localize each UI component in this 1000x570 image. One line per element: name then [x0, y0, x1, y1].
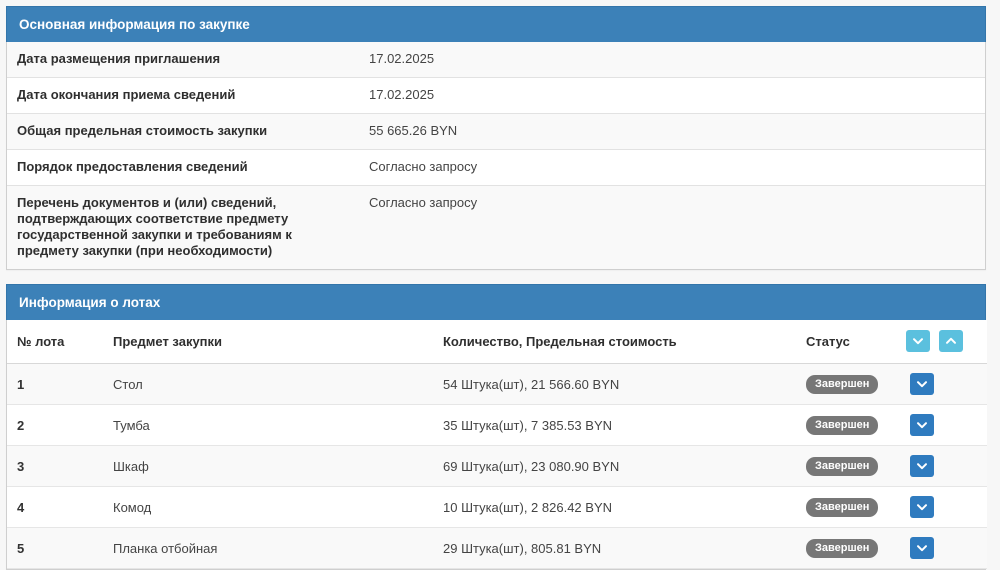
cell-lot-number: 1 — [7, 363, 103, 405]
column-header-quantity: Количество, Предельная стоимость — [433, 320, 796, 364]
cell-quantity: 29 Штука(шт), 805.81 BYN — [433, 527, 796, 569]
chevron-up-icon — [945, 337, 956, 344]
cell-subject: Комод — [103, 486, 433, 528]
table-row: 5 Планка отбойная 29 Штука(шт), 805.81 B… — [7, 527, 987, 569]
cell-actions — [896, 363, 987, 405]
table-row: 2 Тумба 35 Штука(шт), 7 385.53 BYN Завер… — [7, 404, 987, 446]
expand-row-button[interactable] — [910, 496, 934, 518]
cell-lot-number: 3 — [7, 445, 103, 487]
info-value: Согласно запросу — [369, 195, 478, 210]
table-row: 1 Стол 54 Штука(шт), 21 566.60 BYN Завер… — [7, 363, 987, 405]
table-row: Дата размещения приглашения 17.02.2025 — [7, 42, 985, 78]
info-label: Дата размещения приглашения — [17, 51, 221, 66]
lots-table-body: 1 Стол 54 Штука(шт), 21 566.60 BYN Завер… — [7, 363, 987, 569]
header-action-buttons — [906, 330, 963, 352]
chevron-down-icon — [917, 504, 927, 511]
info-label: Порядок предоставления сведений — [17, 159, 248, 174]
column-header-status: Статус — [796, 320, 896, 364]
cell-quantity: 69 Штука(шт), 23 080.90 BYN — [433, 445, 796, 487]
status-badge: Завершен — [806, 374, 879, 394]
lots-panel: Информация о лотах № лота Предмет закупк… — [6, 284, 987, 570]
expand-row-button[interactable] — [910, 537, 934, 559]
info-value: 55 665.26 BYN — [369, 123, 458, 138]
cell-quantity: 54 Штука(шт), 21 566.60 BYN — [433, 363, 796, 405]
status-badge: Завершен — [806, 497, 879, 517]
cell-status: Завершен — [796, 363, 896, 405]
info-label: Дата окончания приема сведений — [17, 87, 236, 102]
chevron-down-icon — [917, 545, 927, 552]
main-info-panel: Основная информация по закупке Дата разм… — [6, 6, 986, 270]
cell-status: Завершен — [796, 527, 896, 569]
collapse-all-button[interactable] — [938, 330, 963, 352]
lots-table: № лота Предмет закупки Количество, Преде… — [7, 320, 987, 569]
cell-lot-number: 4 — [7, 486, 103, 528]
status-badge: Завершен — [806, 456, 879, 476]
cell-actions — [896, 404, 987, 446]
table-row: 3 Шкаф 69 Штука(шт), 23 080.90 BYN Завер… — [7, 445, 987, 487]
info-value: 17.02.2025 — [369, 51, 435, 66]
table-row: Перечень документов и (или) сведений, по… — [7, 185, 985, 269]
cell-actions — [896, 445, 987, 487]
chevron-down-icon — [917, 422, 927, 429]
column-header-subject: Предмет закупки — [103, 320, 433, 364]
column-header-lot-number: № лота — [7, 320, 103, 364]
expand-row-button[interactable] — [910, 373, 934, 395]
info-label: Общая предельная стоимость закупки — [17, 123, 268, 138]
expand-row-button[interactable] — [910, 414, 934, 436]
table-row: 4 Комод 10 Штука(шт), 2 826.42 BYN Завер… — [7, 486, 987, 528]
column-header-actions — [896, 320, 987, 364]
table-header-row: № лота Предмет закупки Количество, Преде… — [7, 320, 987, 364]
cell-quantity: 10 Штука(шт), 2 826.42 BYN — [433, 486, 796, 528]
cell-actions — [896, 527, 987, 569]
cell-quantity: 35 Штука(шт), 7 385.53 BYN — [433, 404, 796, 446]
main-info-panel-title: Основная информация по закупке — [6, 6, 986, 42]
expand-row-button[interactable] — [910, 455, 934, 477]
page-root: Основная информация по закупке Дата разм… — [6, 6, 987, 570]
table-row: Общая предельная стоимость закупки 55 66… — [7, 113, 985, 150]
chevron-down-icon — [917, 381, 927, 388]
cell-subject: Стол — [103, 363, 433, 405]
expand-all-button[interactable] — [906, 330, 930, 352]
chevron-down-icon — [913, 338, 923, 345]
chevron-down-icon — [917, 463, 927, 470]
cell-status: Завершен — [796, 486, 896, 528]
info-value: 17.02.2025 — [369, 87, 435, 102]
cell-lot-number: 2 — [7, 404, 103, 446]
info-value: Согласно запросу — [369, 159, 478, 174]
cell-actions — [896, 486, 987, 528]
cell-lot-number: 5 — [7, 527, 103, 569]
cell-status: Завершен — [796, 445, 896, 487]
lots-panel-title: Информация о лотах — [6, 284, 986, 320]
lots-table-header: № лота Предмет закупки Количество, Преде… — [7, 320, 987, 364]
table-row: Дата окончания приема сведений 17.02.202… — [7, 77, 985, 114]
status-badge: Завершен — [806, 538, 879, 558]
main-info-table-body: Дата размещения приглашения 17.02.2025 Д… — [7, 42, 985, 269]
cell-status: Завершен — [796, 404, 896, 446]
info-label: Перечень документов и (или) сведений, по… — [17, 195, 292, 258]
cell-subject: Тумба — [103, 404, 433, 446]
status-badge: Завершен — [806, 415, 879, 435]
table-row: Порядок предоставления сведений Согласно… — [7, 149, 985, 186]
main-info-table: Дата размещения приглашения 17.02.2025 Д… — [7, 42, 985, 269]
cell-subject: Планка отбойная — [103, 527, 433, 569]
cell-subject: Шкаф — [103, 445, 433, 487]
